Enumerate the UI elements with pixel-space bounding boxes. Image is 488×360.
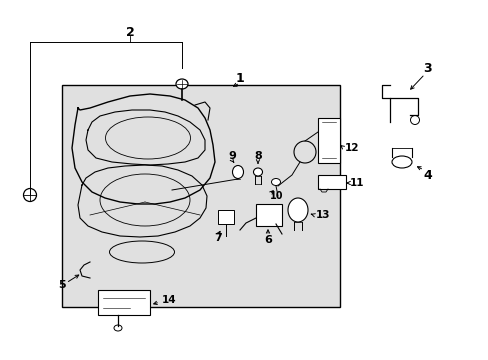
Text: 2: 2: [125, 26, 134, 39]
FancyBboxPatch shape: [98, 290, 150, 315]
Ellipse shape: [23, 189, 37, 202]
Ellipse shape: [232, 166, 243, 179]
Text: 13: 13: [315, 210, 330, 220]
FancyBboxPatch shape: [317, 118, 339, 163]
Text: 8: 8: [254, 151, 262, 161]
FancyBboxPatch shape: [256, 204, 282, 226]
Text: 12: 12: [345, 143, 359, 153]
Ellipse shape: [391, 156, 411, 168]
Ellipse shape: [114, 325, 122, 331]
Ellipse shape: [253, 168, 262, 176]
Text: 14: 14: [162, 295, 176, 305]
Text: 3: 3: [423, 62, 431, 75]
Bar: [62, 85, 339, 307]
Ellipse shape: [409, 116, 419, 125]
Text: 6: 6: [264, 235, 271, 245]
Ellipse shape: [176, 79, 187, 89]
Text: 7: 7: [214, 233, 222, 243]
Text: 1: 1: [235, 72, 244, 85]
Text: 5: 5: [58, 280, 66, 290]
FancyBboxPatch shape: [317, 175, 346, 189]
FancyBboxPatch shape: [218, 210, 234, 224]
Ellipse shape: [271, 179, 280, 185]
Ellipse shape: [287, 198, 307, 222]
Text: 11: 11: [349, 178, 364, 188]
Text: 9: 9: [227, 151, 235, 161]
Text: 10: 10: [269, 191, 283, 201]
Text: 4: 4: [423, 168, 431, 181]
